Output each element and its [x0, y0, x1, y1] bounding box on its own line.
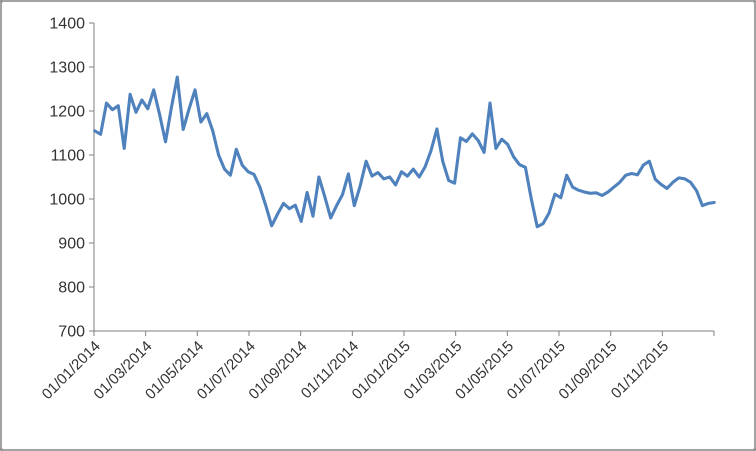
y-tick-label: 1400 [49, 16, 85, 33]
y-tick-label: 700 [58, 324, 85, 341]
y-tick-label: 1300 [49, 60, 85, 77]
y-tick-label: 800 [58, 280, 85, 297]
line-chart: 1400130012001100100090080070001/01/20140… [39, 16, 716, 403]
y-tick-label: 1200 [49, 104, 85, 121]
series-line [93, 75, 716, 229]
y-tick-label: 900 [58, 236, 85, 253]
y-tick-label: 1000 [49, 192, 85, 209]
y-tick-label: 1100 [51, 148, 86, 165]
